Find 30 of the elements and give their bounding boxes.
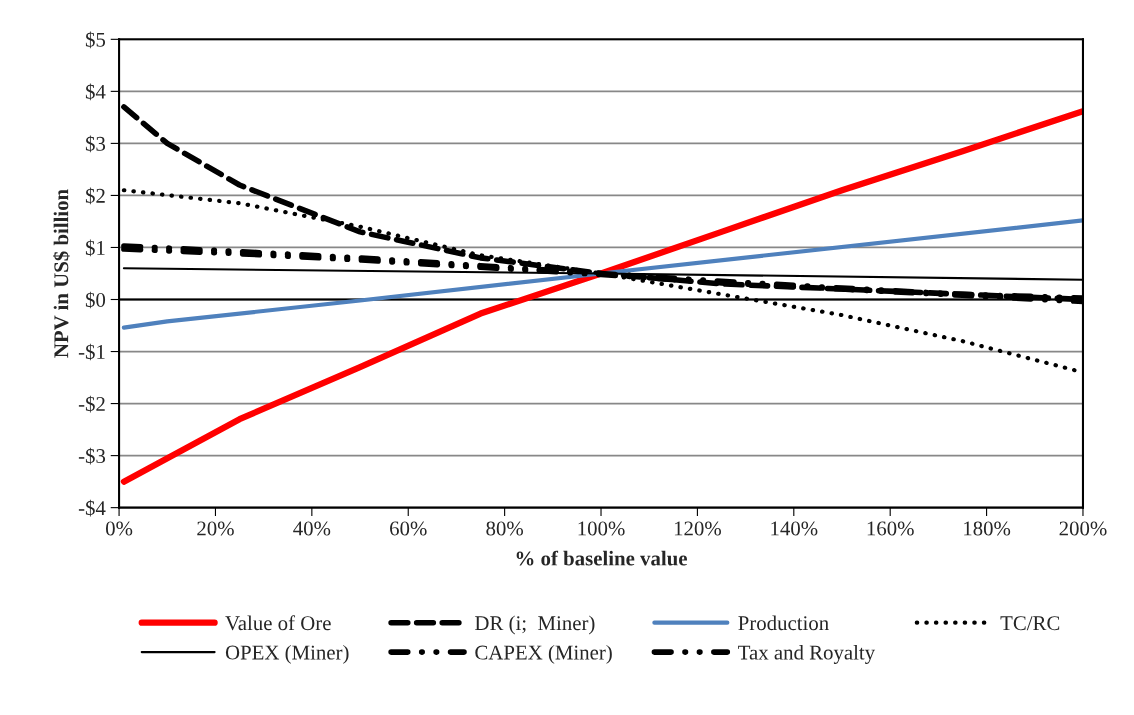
x-tick-label: 20% [197, 521, 234, 536]
legend-label: Production [738, 615, 829, 631]
y-tick-label: $3 [85, 135, 106, 153]
legend-label: TC/RC [1000, 616, 1060, 631]
x-tick-label: 40% [293, 521, 331, 536]
y-axis-title: NPV in US$ billion [53, 189, 70, 358]
y-tick-label: $5 [85, 31, 106, 49]
x-tick-label: 100% [578, 521, 625, 536]
legend-label: DR (i; Miner) [475, 615, 595, 635]
y-tick-label: -$2 [78, 395, 105, 413]
y-tick-label: -$4 [78, 499, 106, 517]
x-tick-label: 200% [1059, 521, 1107, 536]
legend-label: CAPEX (Miner) [475, 644, 612, 664]
y-tick-label: $1 [85, 239, 105, 257]
x-tick-label: 80% [486, 521, 524, 536]
x-tick-label: 180% [964, 521, 1011, 536]
legend-label: Value of Ore [225, 615, 331, 631]
y-tick-label: -$1 [78, 343, 105, 361]
y-tick-label: $4 [85, 83, 106, 101]
y-tick-label: $2 [85, 187, 105, 205]
x-tick-label: 120% [674, 521, 721, 536]
x-tick-label: 60% [390, 521, 427, 536]
x-tick-label: 140% [771, 521, 818, 536]
legend-label: OPEX (Miner) [225, 644, 349, 664]
x-axis-title: % of baseline value [516, 550, 687, 566]
x-tick-label: 0% [105, 521, 133, 536]
x-tick-label: 160% [867, 521, 914, 536]
legend-label: Tax and Royalty [738, 644, 876, 664]
y-tick-label: $0 [85, 291, 106, 309]
y-tick-label: -$3 [78, 447, 106, 465]
